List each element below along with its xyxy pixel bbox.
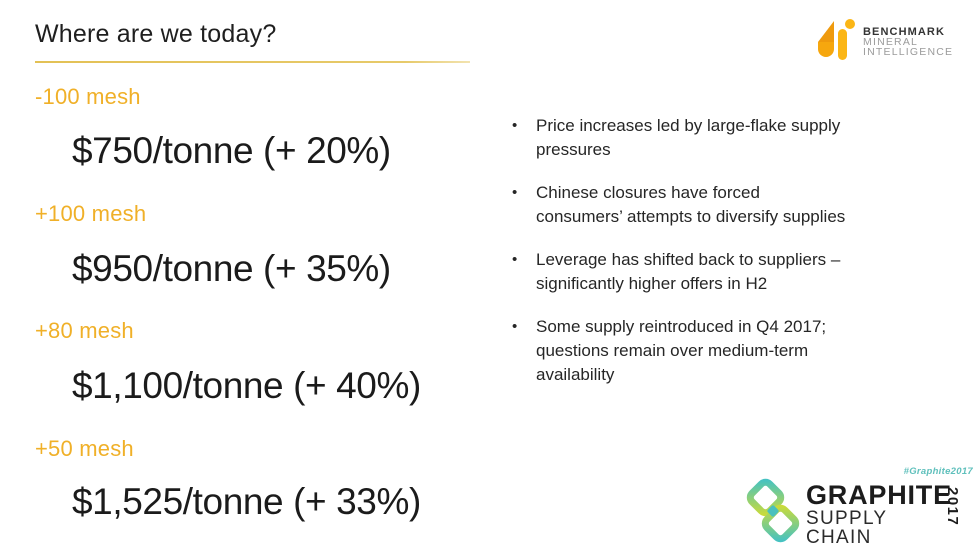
bullet-text: Price increases led by large-flake suppl… — [536, 116, 841, 135]
event-name: GRAPHITE — [806, 480, 952, 510]
bullet-text: Leverage has shifted back to suppliers – — [536, 250, 841, 269]
bullet-item: • Some supply reintroduced in Q4 2017; q… — [510, 315, 910, 387]
bullet-text: significantly higher offers in H2 — [536, 274, 768, 293]
mesh-label: +80 mesh — [35, 318, 134, 343]
price-value: $1,525/tonne (+ 33%) — [72, 481, 421, 522]
price-value: $1,100/tonne (+ 40%) — [72, 365, 421, 406]
chain-links-icon — [746, 478, 800, 543]
bullet-text: Chinese closures have forced — [536, 183, 760, 202]
price-value: $750/tonne (+ 20%) — [72, 130, 391, 171]
title-underline — [35, 61, 470, 63]
mesh-label: +100 mesh — [35, 201, 147, 226]
benchmark-logo-text: BENCHMARK MINERAL INTELLIGENCE — [863, 26, 954, 58]
event-logo-text: GRAPHITE SUPPLY CHAIN — [806, 480, 952, 548]
bullet-text: consumers’ attempts to diversify supplie… — [536, 207, 846, 226]
benchmark-intelligence: INTELLIGENCE — [863, 45, 954, 58]
event-subname: SUPPLY CHAIN — [806, 508, 888, 548]
bullet-icon: • — [512, 117, 518, 134]
mesh-label: +50 mesh — [35, 436, 134, 461]
benchmark-name: BENCHMARK — [863, 26, 946, 38]
event-hashtag: #Graphite2017 — [903, 466, 973, 477]
benchmark-logo: BENCHMARK MINERAL INTELLIGENCE — [813, 16, 963, 66]
bullet-text: pressures — [536, 140, 611, 159]
bullet-item: • Leverage has shifted back to suppliers… — [510, 248, 910, 296]
bullet-icon: • — [512, 318, 518, 335]
bullet-text: availability — [536, 365, 615, 384]
bullet-item: • Chinese closures have forced consumers… — [510, 181, 910, 229]
mesh-label: -100 mesh — [35, 84, 141, 109]
bullet-text: questions remain over medium-term — [536, 341, 809, 360]
event-year: 2017 — [944, 487, 961, 527]
bullet-icon: • — [512, 251, 518, 268]
bullet-item: • Price increases led by large-flake sup… — [510, 114, 910, 162]
page-title: Where are we today? — [35, 20, 277, 48]
bullet-text: Some supply reintroduced in Q4 2017; — [536, 317, 827, 336]
benchmark-mineral: MINERAL — [863, 36, 919, 48]
price-value: $950/tonne (+ 35%) — [72, 248, 391, 289]
benchmark-logo-icon — [818, 19, 855, 60]
bullet-list: • Price increases led by large-flake sup… — [510, 114, 910, 406]
bullet-icon: • — [512, 184, 518, 201]
